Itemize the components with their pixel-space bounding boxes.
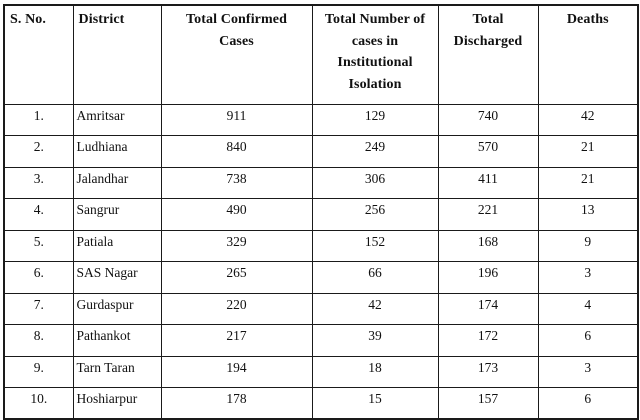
discharged-cell: 157 bbox=[437, 387, 539, 420]
table-header-row: S. No. District Total Confirmed Cases Total… bbox=[3, 4, 639, 105]
isolation-cell: 256 bbox=[311, 198, 439, 231]
table-row: 7. Gurdaspur 220 42 174 4 bbox=[3, 292, 639, 325]
discharged-cell: 411 bbox=[437, 166, 539, 199]
confirmed-cell: 738 bbox=[160, 166, 313, 199]
district-cell: Sangrur bbox=[72, 198, 162, 231]
discharged-cell: 221 bbox=[437, 198, 539, 231]
deaths-cell: 21 bbox=[537, 166, 639, 199]
column-header-discharged: Total Discharged bbox=[437, 4, 539, 105]
district-cell: Amritsar bbox=[72, 103, 162, 136]
table-row: 5. Patiala 329 152 168 9 bbox=[3, 229, 639, 262]
discharged-cell: 168 bbox=[437, 229, 539, 262]
serial-cell: 7. bbox=[3, 292, 74, 325]
district-cell: Pathankot bbox=[72, 324, 162, 357]
confirmed-cell: 911 bbox=[160, 103, 313, 136]
table-body: 1. Amritsar 911 129 740 42 2. Ludhiana 840 249 570… bbox=[3, 103, 639, 420]
district-cell: Tarn Taran bbox=[72, 355, 162, 388]
table-row: 6. SAS Nagar 265 66 196 3 bbox=[3, 261, 639, 294]
district-cell: Jalandhar bbox=[72, 166, 162, 199]
isolation-cell: 15 bbox=[311, 387, 439, 420]
column-header-deaths: Deaths bbox=[537, 4, 639, 105]
confirmed-cell: 178 bbox=[160, 387, 313, 420]
deaths-cell: 6 bbox=[537, 387, 639, 420]
isolation-cell: 39 bbox=[311, 324, 439, 357]
isolation-cell: 129 bbox=[311, 103, 439, 136]
district-cell: Ludhiana bbox=[72, 135, 162, 168]
serial-cell: 3. bbox=[3, 166, 74, 199]
discharged-cell: 570 bbox=[437, 135, 539, 168]
isolation-cell: 66 bbox=[311, 261, 439, 294]
column-header-district: District bbox=[72, 4, 162, 105]
serial-cell: 6. bbox=[3, 261, 74, 294]
discharged-cell: 740 bbox=[437, 103, 539, 136]
table-row: 9. Tarn Taran 194 18 173 3 bbox=[3, 355, 639, 388]
deaths-cell: 4 bbox=[537, 292, 639, 325]
isolation-cell: 18 bbox=[311, 355, 439, 388]
confirmed-cell: 329 bbox=[160, 229, 313, 262]
serial-cell: 10. bbox=[3, 387, 74, 420]
discharged-cell: 173 bbox=[437, 355, 539, 388]
deaths-cell: 21 bbox=[537, 135, 639, 168]
table-header: S. No. District Total Confirmed Cases Total… bbox=[3, 4, 639, 105]
district-cell: Patiala bbox=[72, 229, 162, 262]
district-covid-stats-table: S. No. District Total Confirmed Cases Total… bbox=[3, 4, 639, 420]
confirmed-cell: 490 bbox=[160, 198, 313, 231]
confirmed-cell: 265 bbox=[160, 261, 313, 294]
isolation-cell: 306 bbox=[311, 166, 439, 199]
deaths-cell: 13 bbox=[537, 198, 639, 231]
column-header-serial: S. No. bbox=[3, 4, 74, 105]
serial-cell: 9. bbox=[3, 355, 74, 388]
confirmed-cell: 194 bbox=[160, 355, 313, 388]
deaths-cell: 42 bbox=[537, 103, 639, 136]
discharged-cell: 172 bbox=[437, 324, 539, 357]
serial-cell: 5. bbox=[3, 229, 74, 262]
confirmed-cell: 217 bbox=[160, 324, 313, 357]
discharged-cell: 174 bbox=[437, 292, 539, 325]
serial-cell: 2. bbox=[3, 135, 74, 168]
district-cell: Gurdaspur bbox=[72, 292, 162, 325]
district-cell: Hoshiarpur bbox=[72, 387, 162, 420]
serial-cell: 4. bbox=[3, 198, 74, 231]
deaths-cell: 9 bbox=[537, 229, 639, 262]
serial-cell: 8. bbox=[3, 324, 74, 357]
deaths-cell: 6 bbox=[537, 324, 639, 357]
table-row: 2. Ludhiana 840 249 570 21 bbox=[3, 135, 639, 168]
confirmed-cell: 840 bbox=[160, 135, 313, 168]
table-row: 8. Pathankot 217 39 172 6 bbox=[3, 324, 639, 357]
discharged-cell: 196 bbox=[437, 261, 539, 294]
column-header-confirmed: Total Confirmed Cases bbox=[160, 4, 313, 105]
isolation-cell: 249 bbox=[311, 135, 439, 168]
table-row: 1. Amritsar 911 129 740 42 bbox=[3, 103, 639, 136]
table-row: 4. Sangrur 490 256 221 13 bbox=[3, 198, 639, 231]
confirmed-cell: 220 bbox=[160, 292, 313, 325]
table-row: 10. Hoshiarpur 178 15 157 6 bbox=[3, 387, 639, 420]
isolation-cell: 152 bbox=[311, 229, 439, 262]
table-row: 3. Jalandhar 738 306 411 21 bbox=[3, 166, 639, 199]
district-cell: SAS Nagar bbox=[72, 261, 162, 294]
deaths-cell: 3 bbox=[537, 261, 639, 294]
deaths-cell: 3 bbox=[537, 355, 639, 388]
isolation-cell: 42 bbox=[311, 292, 439, 325]
serial-cell: 1. bbox=[3, 103, 74, 136]
column-header-isolation: Total Number of cases in Institutional I… bbox=[311, 4, 439, 105]
